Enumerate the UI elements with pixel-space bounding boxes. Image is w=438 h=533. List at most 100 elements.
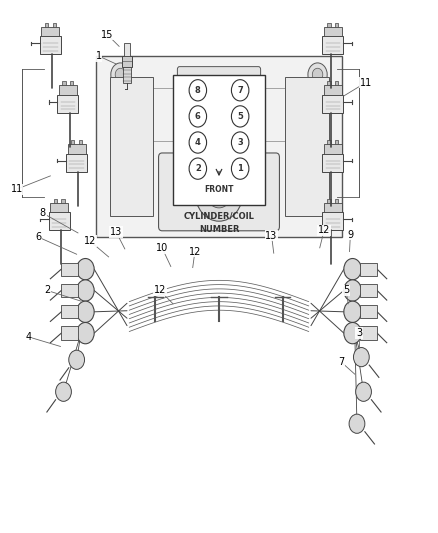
Text: 2: 2 (44, 286, 50, 295)
Text: 7: 7 (237, 86, 243, 95)
Text: 12: 12 (154, 286, 166, 295)
Circle shape (312, 183, 323, 196)
Circle shape (231, 158, 249, 179)
Text: 1: 1 (95, 51, 102, 61)
Bar (59, 85, 77, 95)
Text: 15: 15 (101, 30, 113, 39)
Bar (53, 23, 56, 27)
Text: 6: 6 (195, 112, 201, 121)
Bar (322, 154, 343, 172)
Circle shape (206, 176, 232, 208)
FancyBboxPatch shape (96, 56, 342, 237)
Bar (68, 144, 85, 154)
Bar (360, 284, 377, 297)
Text: 11: 11 (11, 184, 23, 194)
Text: 11: 11 (360, 78, 372, 87)
Bar (335, 199, 339, 203)
Bar (324, 203, 342, 212)
Bar (327, 23, 331, 27)
Circle shape (115, 145, 126, 158)
Text: 5: 5 (343, 286, 349, 295)
Text: 1: 1 (237, 164, 243, 173)
Text: 4: 4 (25, 332, 32, 342)
Circle shape (111, 63, 130, 86)
Circle shape (77, 301, 94, 322)
Circle shape (189, 106, 207, 127)
Circle shape (308, 140, 327, 163)
Circle shape (189, 132, 207, 153)
Bar (324, 144, 342, 154)
Circle shape (115, 107, 126, 119)
Bar (322, 36, 343, 54)
Bar (335, 140, 339, 144)
Text: 10: 10 (156, 243, 168, 253)
Circle shape (231, 79, 249, 101)
Circle shape (77, 280, 94, 301)
Text: 2: 2 (195, 164, 201, 173)
Circle shape (231, 132, 249, 153)
Bar (61, 305, 78, 319)
Bar (360, 305, 377, 319)
Text: 8: 8 (195, 86, 201, 95)
Circle shape (308, 63, 327, 86)
Circle shape (344, 301, 361, 322)
Text: CYLINDER/COIL: CYLINDER/COIL (184, 212, 254, 221)
Circle shape (344, 280, 361, 301)
Bar (40, 36, 61, 54)
Circle shape (77, 259, 94, 280)
Bar (335, 23, 339, 27)
Bar (324, 27, 342, 36)
Circle shape (312, 107, 323, 119)
Bar (322, 95, 343, 113)
Bar (124, 67, 131, 83)
Text: 12: 12 (84, 236, 96, 246)
FancyBboxPatch shape (177, 67, 261, 125)
Text: 3: 3 (237, 138, 243, 147)
Circle shape (214, 185, 224, 198)
Bar (70, 82, 74, 85)
Circle shape (308, 178, 327, 201)
Bar (360, 263, 377, 276)
Text: NUMBER: NUMBER (199, 225, 239, 235)
Bar (173, 75, 265, 205)
Text: 7: 7 (339, 358, 345, 367)
Bar (322, 212, 343, 230)
Bar (327, 82, 331, 85)
Bar (61, 199, 65, 203)
Bar (66, 154, 87, 172)
Circle shape (195, 163, 243, 221)
Circle shape (115, 68, 126, 81)
Circle shape (69, 350, 85, 369)
Circle shape (231, 106, 249, 127)
Bar (53, 199, 57, 203)
Text: 4: 4 (195, 138, 201, 147)
Circle shape (356, 382, 371, 401)
Circle shape (312, 68, 323, 81)
Bar (42, 27, 59, 36)
Text: 13: 13 (110, 227, 122, 237)
Circle shape (115, 183, 126, 196)
Circle shape (189, 158, 207, 179)
Bar (61, 284, 78, 297)
Bar (57, 95, 78, 113)
Text: 13: 13 (265, 231, 278, 240)
Circle shape (111, 101, 130, 125)
Bar (327, 199, 331, 203)
Bar (327, 140, 331, 144)
Text: 3: 3 (356, 328, 362, 338)
Text: 5: 5 (237, 112, 243, 121)
Circle shape (189, 79, 207, 101)
Bar (122, 56, 132, 67)
Text: 6: 6 (35, 232, 42, 242)
Circle shape (77, 322, 94, 344)
Text: 9: 9 (347, 230, 353, 239)
Text: 12: 12 (318, 225, 330, 235)
Circle shape (344, 322, 361, 344)
Bar (49, 212, 70, 230)
Bar (71, 140, 74, 144)
Bar (335, 82, 339, 85)
Text: FRONT: FRONT (204, 185, 234, 194)
Circle shape (56, 382, 71, 401)
Bar (124, 43, 130, 56)
Text: 8: 8 (40, 208, 46, 218)
